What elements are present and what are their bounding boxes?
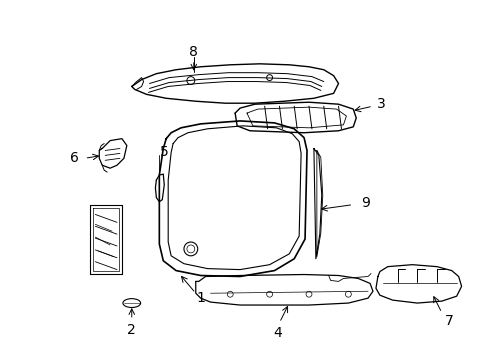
Text: 5: 5 (160, 145, 168, 159)
Text: 1: 1 (196, 291, 204, 305)
Text: 9: 9 (360, 195, 369, 210)
Text: 6: 6 (70, 151, 79, 165)
Text: 8: 8 (189, 45, 198, 59)
Text: 3: 3 (376, 97, 385, 111)
Text: 7: 7 (444, 314, 452, 328)
Text: 2: 2 (127, 323, 136, 337)
Text: 4: 4 (273, 325, 281, 339)
